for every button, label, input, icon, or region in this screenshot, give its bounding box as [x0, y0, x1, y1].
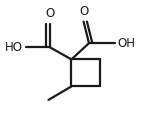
Text: OH: OH: [117, 37, 135, 50]
Text: HO: HO: [5, 41, 23, 54]
Text: O: O: [79, 5, 88, 18]
Text: O: O: [45, 7, 54, 20]
